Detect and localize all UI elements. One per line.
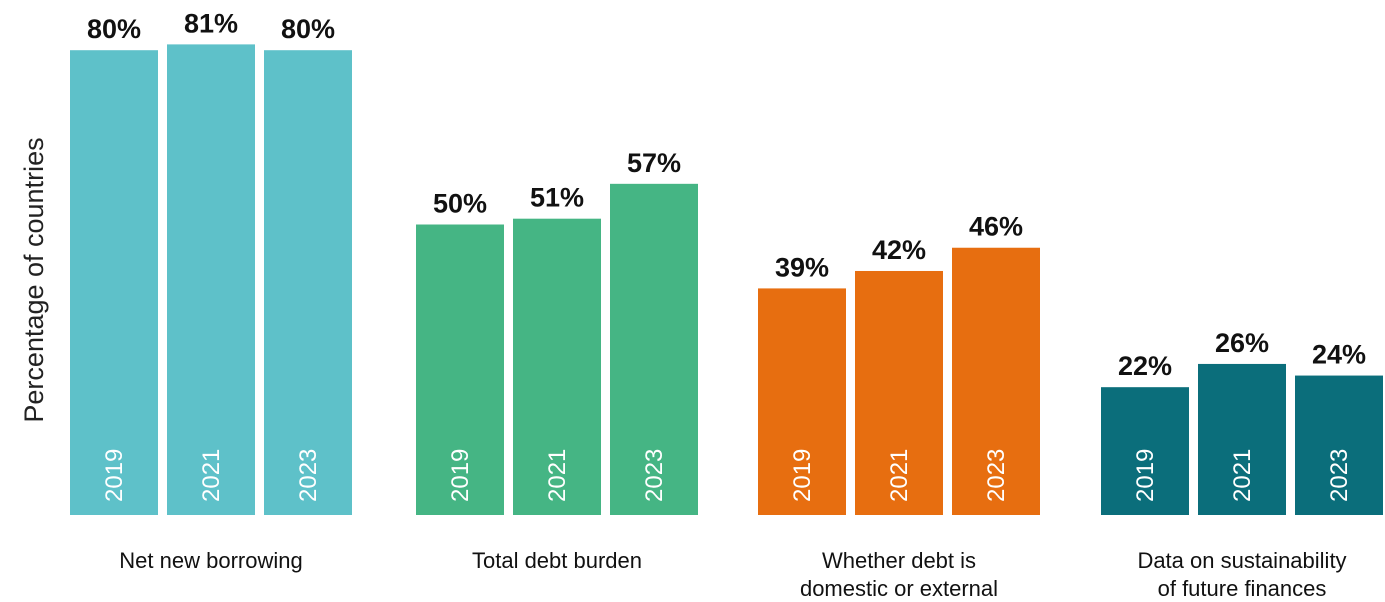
data-label: 26%	[1215, 328, 1269, 358]
year-label: 2023	[983, 449, 1010, 502]
data-label: 57%	[627, 148, 681, 178]
data-label: 42%	[872, 235, 926, 265]
data-label: 22%	[1118, 351, 1172, 381]
year-label: 2019	[101, 449, 128, 502]
year-label: 2021	[544, 449, 571, 502]
group-label: Data on sustainability	[1137, 548, 1346, 573]
year-label: 2019	[789, 449, 816, 502]
data-label: 81%	[184, 8, 238, 38]
group-label: domestic or external	[800, 576, 998, 601]
data-label: 50%	[433, 189, 487, 219]
data-label: 80%	[87, 14, 141, 44]
group-label: Total debt burden	[472, 548, 642, 573]
year-label: 2023	[295, 449, 322, 502]
group-label: of future finances	[1158, 576, 1327, 601]
year-label: 2023	[641, 449, 668, 502]
y-axis-label: Percentage of countries	[19, 137, 49, 422]
year-label: 2023	[1326, 449, 1353, 502]
bar-group: 22% 2019 26% 2021 24% 2023 Data on sustainabil…	[1101, 328, 1383, 601]
data-label: 24%	[1312, 340, 1366, 370]
year-label: 2021	[198, 449, 225, 502]
year-label: 2021	[886, 449, 913, 502]
data-label: 80%	[281, 14, 335, 44]
bar-group: 39% 2019 42% 2021 46% 2023 Whether debt is dome…	[758, 212, 1040, 601]
bar-group: 50% 2019 51% 2021 57% 2023 Total debt burden	[416, 148, 698, 573]
bar	[70, 50, 158, 515]
year-label: 2021	[1229, 449, 1256, 502]
group-label: Net new borrowing	[119, 548, 302, 573]
bar-group: 80% 2019 81% 2021 80% 2023 Net new borrowing	[70, 8, 352, 573]
data-label: 46%	[969, 212, 1023, 242]
year-label: 2019	[447, 449, 474, 502]
data-label: 39%	[775, 252, 829, 282]
data-label: 51%	[530, 183, 584, 213]
group-label: Whether debt is	[822, 548, 976, 573]
bar	[167, 44, 255, 515]
bar	[264, 50, 352, 515]
year-label: 2019	[1132, 449, 1159, 502]
